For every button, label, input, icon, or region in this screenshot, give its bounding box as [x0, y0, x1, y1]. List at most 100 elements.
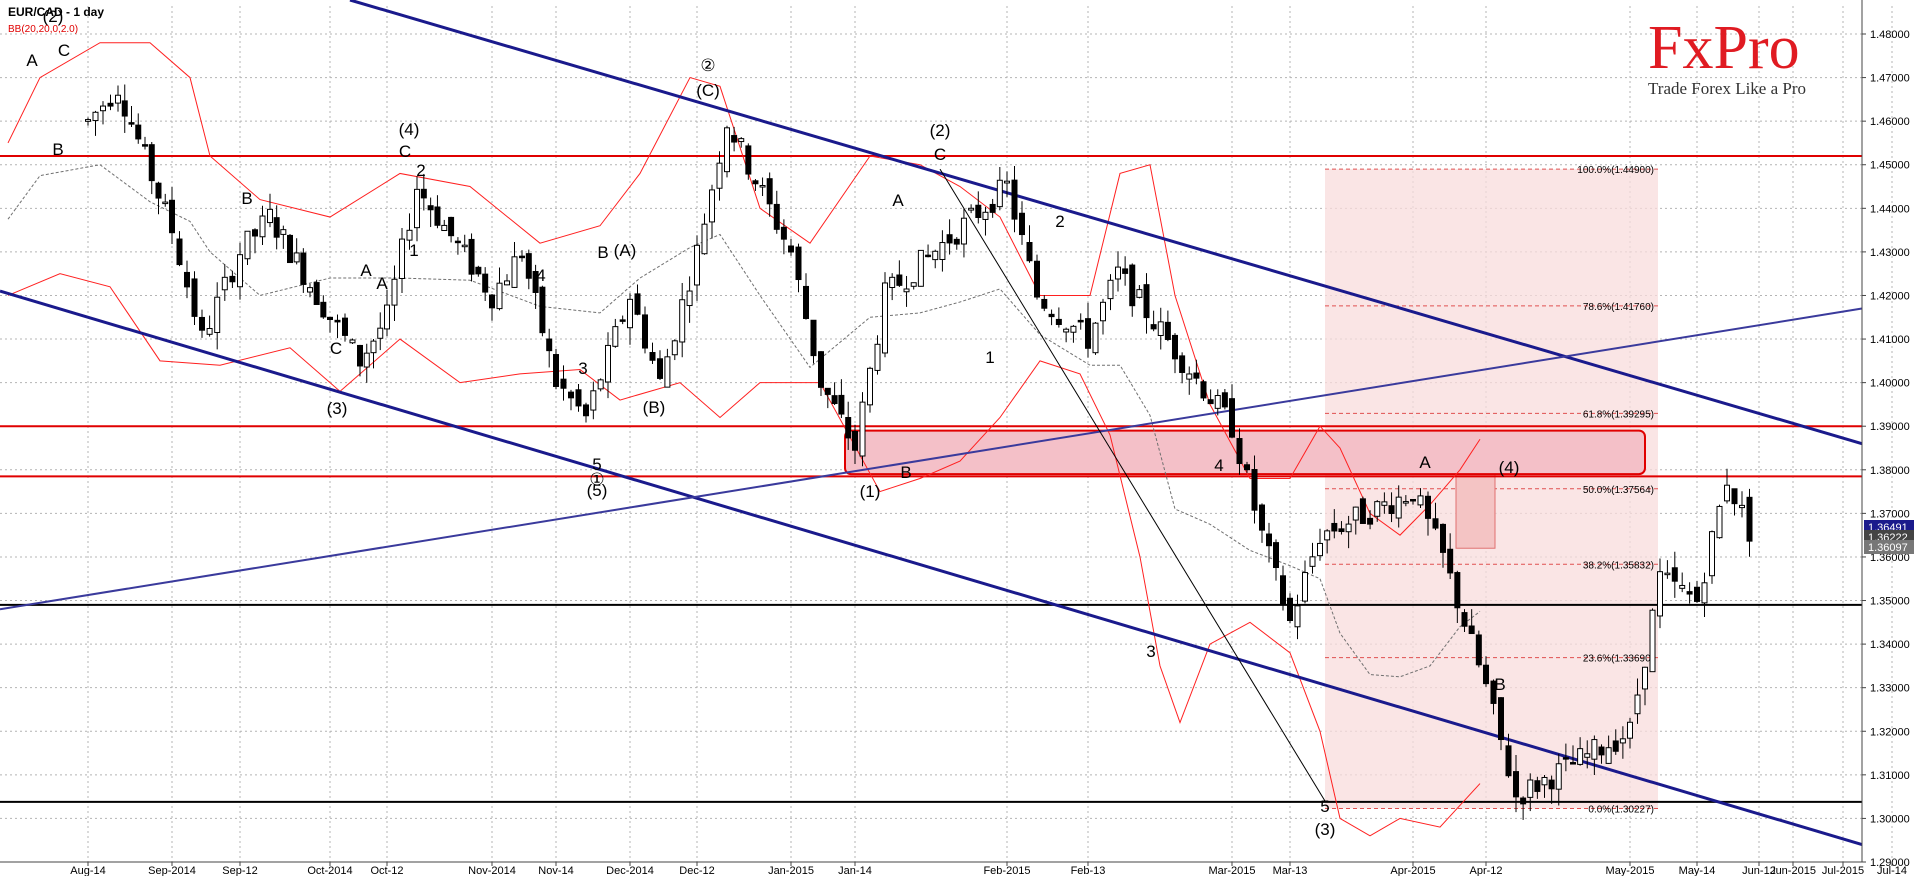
candle-body: [1520, 797, 1527, 805]
candle-body: [1122, 268, 1129, 274]
candlestick: [342, 313, 348, 342]
candle-body: [100, 105, 106, 112]
candlestick: [867, 366, 873, 413]
candlestick: [420, 173, 427, 211]
candle-body: [1048, 313, 1055, 318]
x-tick-label: Sep-2014: [148, 865, 196, 876]
candle-body: [1440, 523, 1446, 553]
candlestick: [1402, 495, 1409, 507]
candlestick: [461, 234, 468, 253]
candlestick: [525, 249, 532, 290]
candlestick: [859, 392, 866, 467]
candle-body: [1193, 372, 1200, 379]
candle-body: [1236, 438, 1243, 465]
candlestick: [267, 193, 273, 228]
candlestick: [115, 85, 121, 112]
candlestick: [142, 136, 148, 150]
candle-body: [1229, 398, 1235, 438]
candlestick: [169, 187, 175, 245]
candle-body: [107, 102, 114, 107]
candlestick: [803, 273, 809, 320]
x-tick-label: Oct-2014: [307, 865, 352, 876]
candle-body: [1716, 505, 1723, 539]
candlestick: [162, 193, 169, 207]
x-tick-label: Jun-2015: [1770, 865, 1816, 876]
candle-body: [568, 391, 574, 399]
candle-body: [1085, 318, 1091, 349]
y-tick-label: 1.37000: [1870, 508, 1910, 520]
candlestick: [1164, 310, 1171, 342]
wave-label: C: [58, 41, 70, 60]
x-tick-label: Aug-14: [70, 865, 105, 876]
candle-body: [1570, 762, 1576, 765]
fib-label: 0.0%(1.30227): [1588, 805, 1654, 816]
candle-body: [1374, 501, 1381, 517]
candlestick: [377, 312, 384, 351]
candle-body: [434, 206, 441, 226]
candle-body: [1280, 575, 1286, 606]
candle-body: [1605, 747, 1612, 764]
candlestick: [176, 231, 183, 267]
candle-body: [504, 280, 510, 286]
candle-body: [642, 314, 648, 349]
candle-body: [1388, 505, 1395, 514]
candle-body: [363, 352, 370, 368]
logo-tagline: Trade Forex Like a Pro: [1648, 79, 1806, 98]
candlestick: [1731, 488, 1738, 516]
candle-body: [773, 203, 780, 230]
candlestick: [989, 198, 996, 218]
candlestick: [694, 235, 700, 301]
candlestick: [1570, 745, 1576, 765]
candle-body: [1214, 395, 1221, 409]
candle-body: [612, 326, 619, 347]
candle-body: [671, 340, 678, 356]
candle-body: [968, 207, 975, 211]
candlestick: [532, 264, 539, 309]
candle-body: [989, 203, 996, 213]
candle-body: [1143, 284, 1150, 319]
candlestick: [752, 179, 759, 191]
candle-body: [1475, 634, 1482, 666]
candlestick: [320, 295, 327, 319]
candle-body: [1070, 325, 1077, 333]
candlestick: [731, 126, 738, 152]
candle-body: [357, 344, 363, 367]
candle-body: [1004, 180, 1010, 184]
x-tick-label: Mar-13: [1273, 865, 1308, 876]
candle-body: [1092, 322, 1099, 354]
candlestick: [1605, 735, 1612, 764]
candle-body: [679, 299, 686, 343]
candlestick: [1534, 776, 1541, 799]
candle-body: [1367, 517, 1374, 525]
candlestick: [724, 125, 730, 178]
candle-body: [619, 319, 626, 322]
candlestick: [1679, 572, 1686, 593]
candle-body: [1513, 771, 1519, 798]
candlestick: [1475, 630, 1482, 668]
candlestick: [1019, 201, 1025, 245]
y-tick-label: 1.30000: [1870, 813, 1910, 825]
candlestick: [649, 342, 656, 365]
candle-body: [1186, 373, 1193, 380]
candlestick: [968, 204, 975, 214]
candle-body: [731, 135, 738, 143]
wave-label: ①: [589, 470, 604, 489]
price-tag: 1.36097: [1864, 540, 1914, 554]
candle-body: [1541, 776, 1548, 786]
candlestick: [1200, 379, 1207, 402]
candlestick: [766, 172, 773, 217]
candle-body: [1731, 488, 1738, 505]
candle-body: [252, 229, 258, 237]
candle-body: [1352, 506, 1359, 521]
y-tick-label: 1.45000: [1870, 160, 1910, 172]
candle-body: [1739, 504, 1745, 509]
candle-body: [649, 352, 656, 361]
trendlines: [0, 0, 1863, 847]
wave-label: (2): [43, 7, 64, 26]
candle-body: [627, 298, 633, 329]
candle-body: [1129, 264, 1136, 307]
candlestick: [1345, 515, 1352, 549]
candlestick: [454, 237, 461, 255]
candlestick: [597, 378, 604, 392]
candle-body: [349, 339, 356, 344]
